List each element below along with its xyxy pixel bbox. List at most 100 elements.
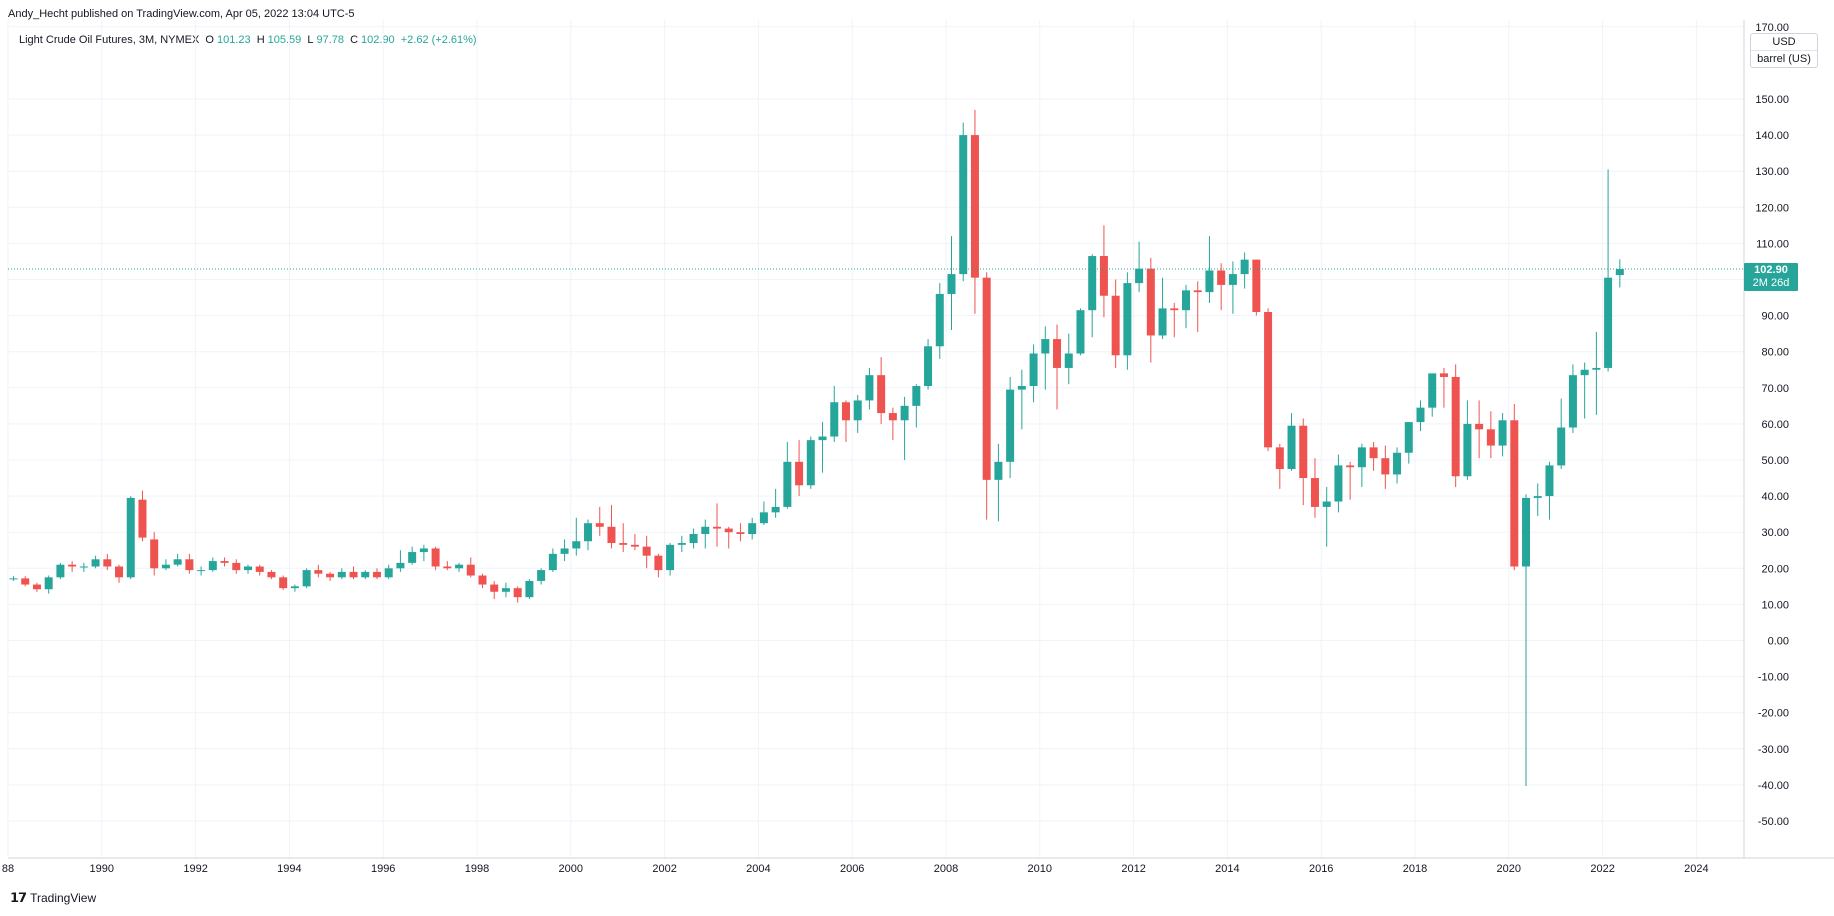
candle-body xyxy=(1240,259,1249,275)
grid xyxy=(7,20,1744,858)
candle-body xyxy=(431,548,440,567)
candle-body xyxy=(1006,389,1015,462)
candle-body xyxy=(68,564,77,567)
candle-body xyxy=(1533,496,1542,498)
candle-body xyxy=(32,584,41,590)
candle-body xyxy=(1568,375,1577,428)
x-tick-label: 2012 xyxy=(1121,863,1145,875)
candle-body xyxy=(666,544,675,571)
candle-body xyxy=(771,506,780,513)
candle-body xyxy=(783,461,792,507)
candle-body xyxy=(267,571,276,578)
x-tick-label: 2014 xyxy=(1215,863,1239,875)
x-tick-label: 2020 xyxy=(1497,863,1521,875)
y-tick-label: 50.00 xyxy=(1761,455,1789,467)
y-tick-label: 150.00 xyxy=(1755,94,1789,106)
y-tick-label: 90.00 xyxy=(1761,311,1789,323)
unit-label[interactable]: barrel (US) xyxy=(1751,50,1817,67)
candle-body xyxy=(1064,353,1073,368)
candle-body xyxy=(326,573,335,578)
candle-body xyxy=(1041,339,1050,354)
symbol-name[interactable]: Light Crude Oil Futures, 3M, NYMEX xyxy=(19,34,200,46)
candle-body xyxy=(1287,425,1296,470)
change-value: +2.62 (+2.61%) xyxy=(400,34,477,46)
y-tick-label: 60.00 xyxy=(1761,419,1789,431)
candle-body xyxy=(900,405,909,421)
candle-body xyxy=(466,564,475,576)
x-tick-label: 2004 xyxy=(746,863,770,875)
candle-body xyxy=(173,559,182,565)
high-value: 105.59 xyxy=(267,34,302,46)
candle-body xyxy=(537,570,546,581)
x-tick-label: 1990 xyxy=(90,863,114,875)
candle-body xyxy=(349,571,358,578)
x-tick-label: 2000 xyxy=(559,863,583,875)
time-to-bar-close: 2M 26d xyxy=(1752,277,1790,289)
y-tick-label: 130.00 xyxy=(1755,166,1789,178)
x-tick-label: 2018 xyxy=(1403,863,1427,875)
x-tick-label: 2006 xyxy=(840,863,864,875)
candle-body xyxy=(185,559,194,571)
price-unit-selector[interactable]: USD barrel (US) xyxy=(1750,33,1818,68)
candle-body xyxy=(795,461,804,486)
candle-body xyxy=(290,586,299,589)
y-tick-label: 0.00 xyxy=(1768,636,1789,648)
candle-body xyxy=(372,571,381,578)
candle-body xyxy=(513,588,522,598)
candle-body xyxy=(1439,373,1448,377)
candle-body xyxy=(1393,452,1402,475)
candle-body xyxy=(630,544,639,547)
currency-label[interactable]: USD xyxy=(1772,36,1796,48)
candle-body xyxy=(138,499,147,538)
candle-body xyxy=(994,461,1003,480)
candle-body xyxy=(912,385,921,406)
candle-body xyxy=(1592,367,1601,370)
candle-body xyxy=(1146,268,1155,336)
high-label: H xyxy=(256,34,265,46)
candle-body xyxy=(736,532,745,535)
candle-body xyxy=(161,564,170,569)
candle-body xyxy=(91,559,100,567)
y-tick-label: 120.00 xyxy=(1755,202,1789,214)
candle-body xyxy=(1029,353,1038,386)
x-tick-label: 2024 xyxy=(1684,863,1708,875)
candle-body xyxy=(701,526,710,535)
candle-body xyxy=(208,561,217,571)
candle-body xyxy=(455,564,464,569)
candle-body xyxy=(1322,501,1331,507)
candle-body xyxy=(443,566,452,569)
candle-body xyxy=(302,570,311,587)
candle-body xyxy=(1498,420,1507,446)
y-tick-label: 20.00 xyxy=(1761,563,1789,575)
candle-body xyxy=(1158,308,1167,336)
candle-body xyxy=(1017,385,1026,390)
candle-body xyxy=(1522,497,1531,567)
candle-body xyxy=(1170,308,1179,311)
x-tick-label: 1992 xyxy=(183,863,207,875)
tradingview-logo[interactable]: 𝟭𝟳 TradingView xyxy=(10,890,96,906)
candle-body xyxy=(748,523,757,535)
y-tick-label: 170.00 xyxy=(1755,22,1789,34)
candle-body xyxy=(1228,274,1237,285)
candle-body xyxy=(1486,429,1495,446)
candle-body xyxy=(1123,283,1132,356)
candle-body xyxy=(830,402,839,437)
candle-body xyxy=(1510,420,1519,567)
y-tick-label: -10.00 xyxy=(1758,672,1789,684)
candle-body xyxy=(935,293,944,347)
candle-body xyxy=(244,566,252,571)
candle-body xyxy=(21,578,30,585)
candle-body xyxy=(1463,423,1472,477)
candle-body xyxy=(572,541,581,549)
x-tick-label: 88 xyxy=(2,863,14,875)
candle-body xyxy=(1217,270,1226,285)
candle-body xyxy=(841,402,850,421)
candle-body xyxy=(1346,465,1355,468)
candle-body xyxy=(1615,269,1624,276)
candle-body xyxy=(1369,447,1378,459)
candle-body xyxy=(314,570,323,574)
candle-body xyxy=(947,274,956,294)
candle-body xyxy=(654,555,663,571)
candle-body xyxy=(1475,423,1484,430)
